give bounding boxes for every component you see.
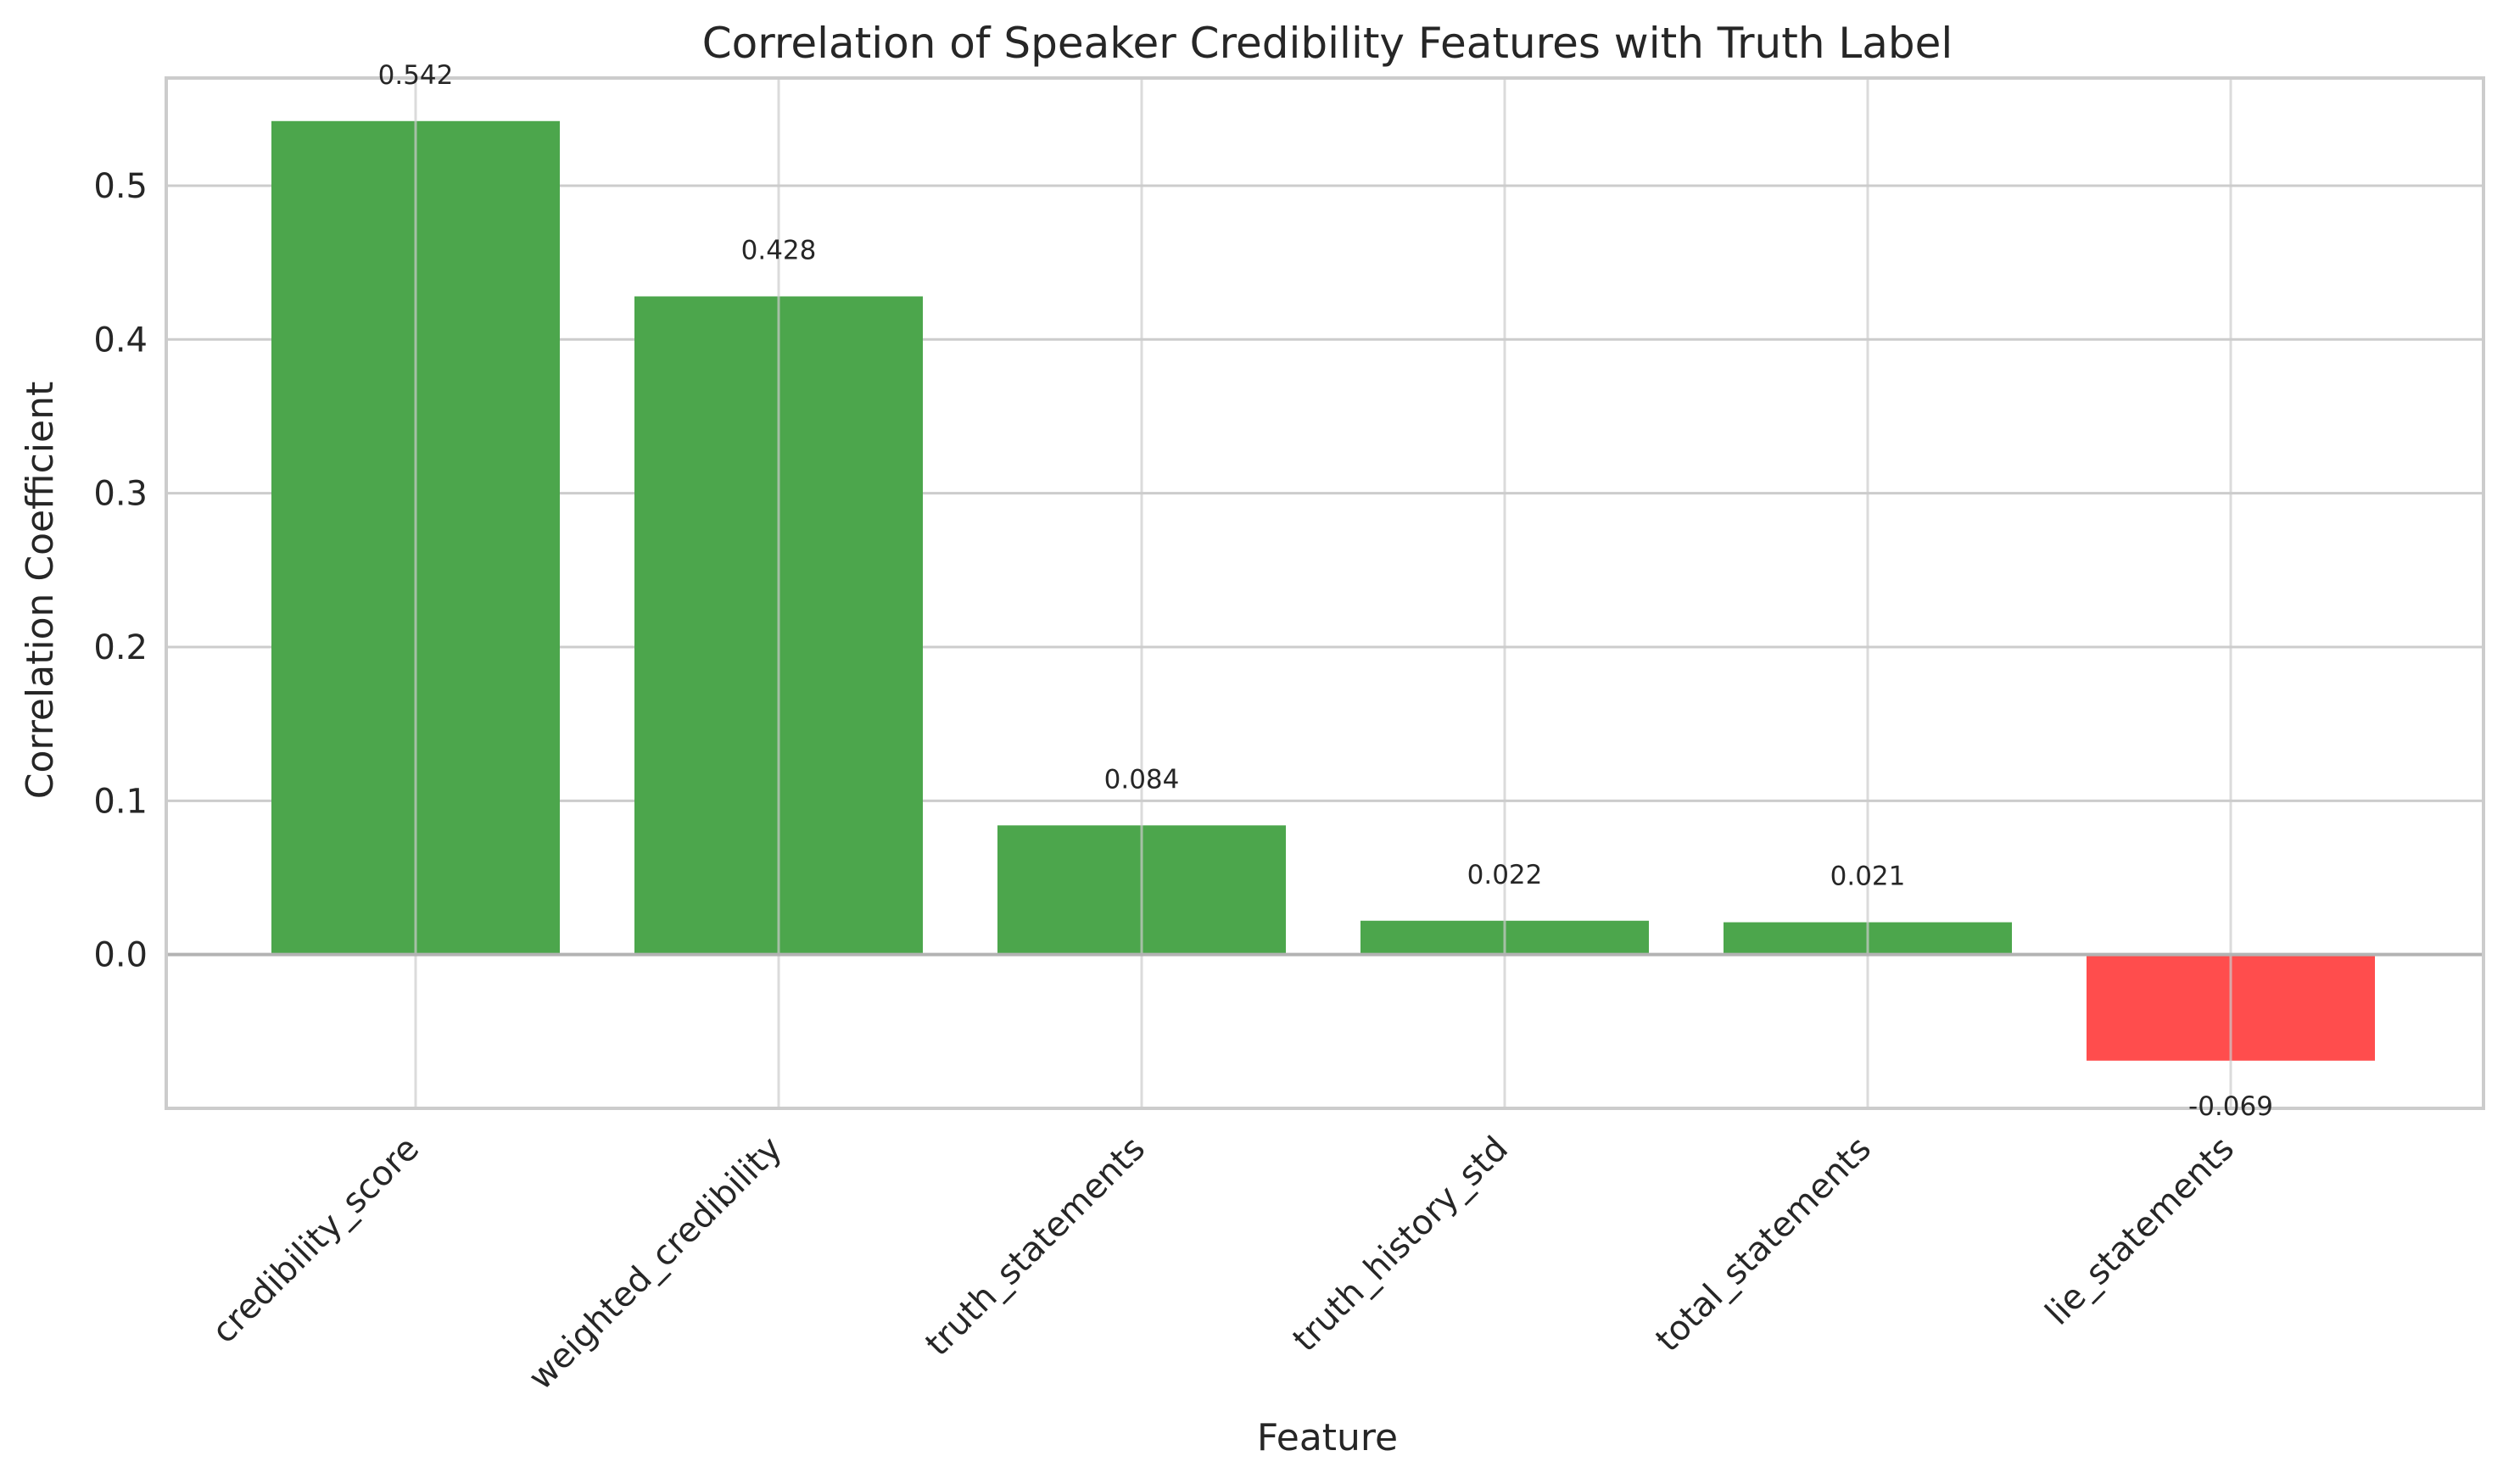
x-tick-labels: credibility_score weighted_credibility tru…	[204, 1130, 2242, 1398]
y-tick-label: 0.1	[93, 782, 148, 821]
y-tick-label: 0.4	[93, 321, 148, 360]
y-tick-label: 0.0	[93, 936, 148, 975]
y-tick-label: 0.5	[93, 167, 148, 206]
chart-title: Correlation of Speaker Credibility Featu…	[702, 19, 1953, 68]
value-label: 0.542	[378, 60, 454, 91]
x-tick-label: truth_statements	[918, 1130, 1153, 1364]
value-label: 0.022	[1467, 860, 1543, 890]
bars	[271, 120, 2375, 1061]
x-tick-label: total_statements	[1648, 1130, 1879, 1360]
y-axis-title: Correlation Coefficient	[19, 382, 62, 800]
value-label: -0.069	[2188, 1091, 2273, 1122]
value-labels: 0.542 0.428 0.084 0.022 0.021 -0.069	[378, 60, 2273, 1122]
value-label: 0.084	[1104, 764, 1180, 795]
x-tick-label: weighted_credibility	[522, 1130, 791, 1398]
value-label: 0.021	[1830, 862, 1906, 892]
y-tick-label: 0.3	[93, 475, 148, 514]
y-tick-labels: 0.0 0.1 0.2 0.3 0.4 0.5	[93, 167, 148, 975]
axes-frame	[165, 76, 2485, 1110]
x-tick-label: lie_statements	[2038, 1130, 2242, 1333]
y-tick-label: 0.2	[93, 628, 148, 667]
x-axis-title: Feature	[1257, 1416, 1398, 1459]
x-tick-label: truth_history_std	[1286, 1130, 1517, 1360]
value-label: 0.428	[741, 236, 817, 266]
x-tick-label: credibility_score	[204, 1130, 427, 1352]
